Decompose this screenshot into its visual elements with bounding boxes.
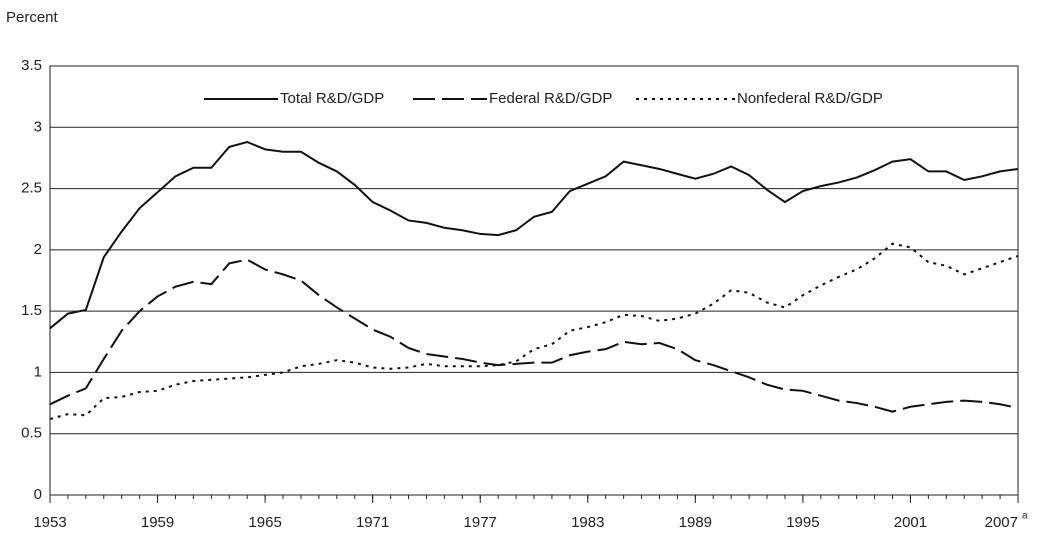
y-tick-label: 3.5 bbox=[21, 57, 42, 74]
plot-frame bbox=[49, 65, 1019, 496]
y-tick-label: 0.5 bbox=[21, 425, 42, 442]
series-line bbox=[49, 258, 1019, 413]
series-line bbox=[49, 242, 1019, 420]
y-axis-label: Percent bbox=[6, 9, 59, 26]
y-tick-label: 1 bbox=[34, 363, 42, 380]
y-tick-label: 2.5 bbox=[21, 180, 42, 197]
x-tick-label: 2007 bbox=[985, 514, 1018, 531]
x-tick-note: a bbox=[1022, 511, 1028, 522]
x-tick-label: 1983 bbox=[571, 514, 604, 531]
x-tick-label: 1953 bbox=[33, 514, 66, 531]
legend-label: Federal R&D/GDP bbox=[489, 90, 612, 107]
x-tick-label: 1989 bbox=[679, 514, 712, 531]
x-tick-label: 1971 bbox=[356, 514, 389, 531]
x-tick-label: 1959 bbox=[141, 514, 174, 531]
y-tick-label: 3 bbox=[34, 118, 42, 135]
x-tick-label: 2001 bbox=[894, 514, 927, 531]
x-tick-label: 1995 bbox=[786, 514, 819, 531]
x-tick-label: 1977 bbox=[464, 514, 497, 531]
y-tick-label: 2 bbox=[34, 241, 42, 258]
y-tick-label: 1.5 bbox=[21, 302, 42, 319]
series-line bbox=[49, 140, 1019, 330]
legend-label: Nonfederal R&D/GDP bbox=[737, 90, 883, 107]
x-tick-label: 1965 bbox=[248, 514, 281, 531]
y-tick-label: 0 bbox=[34, 486, 42, 503]
legend-label: Total R&D/GDP bbox=[280, 90, 384, 107]
